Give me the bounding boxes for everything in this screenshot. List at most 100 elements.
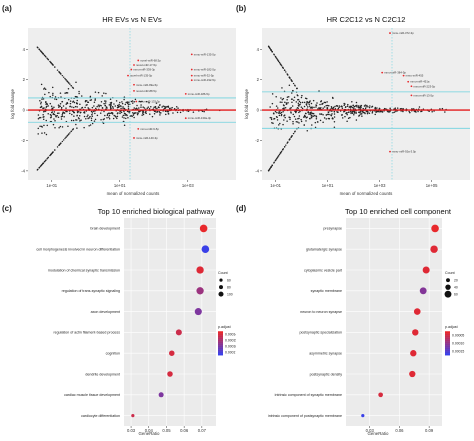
data-point	[94, 118, 97, 121]
data-point	[88, 124, 90, 127]
plot-area	[346, 218, 442, 426]
data-point	[308, 105, 311, 107]
category-label: cytoplasmic vesicle part	[304, 268, 342, 272]
data-point	[89, 115, 91, 118]
data-point	[271, 102, 274, 105]
data-point	[54, 96, 57, 98]
data-point	[371, 111, 374, 113]
highlighted-point	[381, 71, 384, 74]
data-point	[322, 114, 324, 116]
data-point	[124, 113, 127, 115]
data-point	[299, 101, 302, 104]
data-point	[307, 102, 309, 104]
point-annotation: mmu-miR-186-5p	[188, 92, 210, 96]
data-point	[113, 114, 115, 117]
data-point	[58, 127, 60, 129]
data-point	[79, 120, 81, 122]
data-point	[283, 104, 285, 107]
data-point	[309, 100, 311, 102]
highlighted-point	[130, 68, 133, 71]
data-point	[164, 110, 167, 113]
data-point	[94, 99, 96, 101]
data-point	[349, 116, 351, 119]
data-point	[281, 101, 283, 103]
data-point	[94, 91, 97, 93]
data-point	[77, 117, 80, 119]
data-point	[49, 95, 51, 98]
x-tick-label: 1e+03	[374, 183, 386, 188]
data-point	[121, 116, 124, 118]
data-point	[105, 92, 107, 95]
dot-marker	[169, 350, 175, 356]
data-point	[323, 106, 326, 108]
dot-marker	[158, 392, 164, 398]
data-point	[357, 106, 360, 108]
data-point	[355, 105, 357, 107]
y-tick-label: -4	[255, 168, 259, 173]
ma-plot-a: HR EVs vs N EVs novel-miR-68.5pnovel-miR…	[10, 15, 238, 196]
data-point	[153, 106, 155, 108]
data-point	[46, 57, 48, 60]
highlighted-point	[133, 137, 135, 139]
data-point	[92, 110, 95, 112]
data-point	[292, 122, 294, 125]
data-point	[421, 110, 423, 112]
data-point	[300, 96, 303, 99]
dot-marker	[196, 266, 204, 274]
data-point	[70, 119, 73, 122]
data-point	[325, 118, 327, 120]
data-point	[270, 117, 273, 119]
data-point	[271, 122, 273, 124]
data-point	[414, 110, 416, 113]
data-point	[275, 105, 278, 107]
data-point	[296, 87, 298, 90]
data-point	[341, 107, 344, 109]
point-annotation: mmu-miR-192-5p	[194, 78, 216, 82]
data-point	[89, 95, 92, 98]
dot-marker	[409, 370, 416, 378]
data-point	[54, 66, 56, 68]
data-point	[348, 111, 350, 113]
data-point	[347, 103, 349, 106]
data-point	[317, 108, 319, 110]
data-point	[291, 101, 293, 104]
colorbar-label: 0.00016	[225, 344, 236, 348]
data-point	[78, 90, 80, 93]
data-point	[297, 98, 299, 101]
data-point	[307, 111, 310, 113]
data-point	[346, 105, 349, 108]
data-point	[87, 114, 89, 116]
highlighted-point	[184, 92, 187, 95]
data-point	[68, 82, 70, 84]
data-point	[143, 107, 146, 109]
data-point	[412, 108, 415, 110]
data-point	[44, 88, 47, 90]
data-point	[61, 101, 63, 103]
highlighted-point	[137, 59, 140, 62]
data-point	[303, 101, 306, 104]
dot-marker	[196, 287, 204, 295]
data-point	[282, 107, 284, 110]
data-point	[93, 105, 95, 107]
data-point	[103, 100, 106, 102]
data-point	[87, 101, 90, 104]
colorbar-segment	[218, 341, 223, 344]
data-point	[56, 69, 59, 71]
data-point	[61, 140, 64, 143]
data-point	[298, 115, 301, 117]
data-point	[94, 112, 96, 115]
data-point	[301, 101, 304, 104]
data-point	[103, 92, 105, 94]
data-point	[275, 159, 277, 161]
data-point	[338, 105, 341, 107]
data-point	[120, 105, 122, 108]
data-point	[100, 105, 102, 107]
dot-marker	[419, 287, 427, 295]
point-annotation: novel-miR-17-5p	[136, 63, 157, 67]
data-point	[276, 119, 279, 121]
category-label: cardiocyte differentiation	[81, 414, 120, 418]
data-point	[337, 107, 340, 110]
data-point	[106, 114, 109, 117]
data-point	[162, 105, 165, 107]
data-point	[155, 102, 158, 104]
